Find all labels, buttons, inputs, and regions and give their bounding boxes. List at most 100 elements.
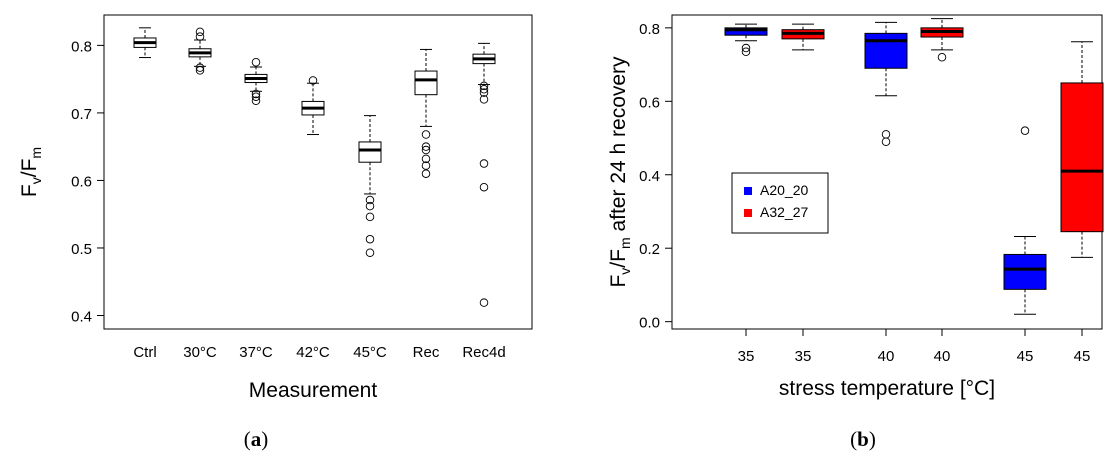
b-ytick-label-1: 0.2	[639, 241, 660, 258]
a-outlier-4-2	[365, 212, 375, 222]
a-ylab-F2: F	[18, 159, 41, 172]
b-box-group-4	[1003, 126, 1047, 315]
a-xtick-label-4: 45°C	[353, 344, 387, 361]
b-outlier-0-1	[741, 47, 751, 56]
b-outlier-2-0	[881, 130, 891, 139]
b-box-group-5	[1060, 41, 1104, 258]
a-outlier-5-3	[421, 154, 431, 164]
b-xtick-label-2: 40	[878, 348, 895, 365]
b-box-2	[864, 32, 908, 69]
a-outlier-2-2	[251, 92, 261, 101]
a-outlier-4-0	[365, 195, 375, 205]
panel-b-label: (b)	[850, 427, 876, 451]
b-xtick-label-5: 45	[1074, 348, 1091, 365]
a-box-group-5	[414, 48, 438, 178]
a-outlier-6-0	[479, 81, 489, 91]
a-ytick-label-1: 0.5	[71, 241, 92, 258]
a-box-group-6	[472, 42, 496, 307]
b-box-group-1	[781, 23, 825, 51]
a-xtick-label-6: Rec4d	[462, 344, 505, 361]
b-xtick-label-0: 35	[738, 348, 755, 365]
a-outlier-5-2	[421, 145, 431, 155]
panel-a-label-letter: a	[251, 427, 262, 451]
a-outlier-2-1	[251, 89, 261, 99]
a-outlier-6-4	[479, 159, 489, 168]
legend-swatch-a20	[744, 187, 752, 195]
a-box-5	[414, 70, 438, 96]
b-box-group-3	[920, 18, 964, 62]
svg-text:Fv/Fm after 24 h recovery: Fv/Fm after 24 h recovery	[607, 56, 633, 288]
b-ylab-F2: F	[607, 249, 630, 262]
panel-b-boxes	[724, 18, 1104, 315]
a-outlier-1-3	[195, 66, 205, 75]
b-box-0	[724, 27, 768, 36]
panel-a-y-axis: 0.4 0.5 0.6 0.7 0.8	[71, 38, 104, 325]
a-box-group-1	[188, 27, 212, 75]
panel-b: 0.0 0.2 0.4 0.6 0.8 35 35 40 40 45 45 A20_20 A32_…	[607, 14, 1104, 451]
b-ylab-F1: F	[607, 275, 630, 288]
a-ytick-label-3: 0.7	[71, 106, 92, 123]
b-ylab-tail: after 24 h recovery	[607, 56, 630, 237]
a-outlier-1-1	[195, 32, 205, 41]
b-box-group-2	[864, 21, 908, 146]
panel-a-y-axis-label: Fv/Fm	[18, 147, 44, 197]
a-box-group-2	[244, 58, 268, 106]
a-ytick-label-2: 0.6	[71, 173, 92, 190]
panel-b-x-axis: 35 35 40 40 45 45	[738, 329, 1091, 365]
panel-b-y-axis: 0.0 0.2 0.4 0.6 0.8	[639, 21, 672, 332]
a-outlier-6-6	[479, 298, 489, 307]
a-xtick-label-3: 42°C	[296, 344, 330, 361]
a-outlier-5-1	[421, 142, 431, 151]
a-xtick-label-1: 30°C	[183, 344, 217, 361]
a-ylab-sub2: m	[28, 147, 44, 159]
a-outlier-3-0	[308, 76, 318, 85]
a-outlier-5-4	[421, 161, 431, 170]
legend-label-a32: A32_27	[760, 204, 808, 220]
b-outlier-2-1	[881, 137, 891, 146]
a-outlier-6-1	[479, 85, 489, 94]
panel-a-x-axis: Ctrl 30°C 37°C 42°C 45°C Rec Rec4d	[133, 344, 505, 361]
panel-b-label-letter: b	[857, 427, 869, 451]
a-xtick-label-0: Ctrl	[133, 344, 156, 361]
b-ytick-label-3: 0.6	[639, 94, 660, 111]
b-outlier-0-0	[741, 43, 751, 53]
b-outlier-4-0	[1020, 126, 1030, 135]
b-xtick-label-3: 40	[934, 348, 951, 365]
a-outlier-6-2	[479, 88, 489, 97]
panel-a-x-axis-label: Measurement	[249, 379, 378, 402]
legend-frame	[731, 172, 829, 234]
a-box-group-4	[358, 115, 382, 257]
a-box-4	[358, 141, 382, 163]
b-ylab-sub1: v	[617, 268, 633, 275]
panel-a-plot-frame	[103, 14, 533, 330]
panel-a-label: (a)	[244, 427, 269, 451]
panel-b-y-axis-label: Fv/Fm after 24 h recovery	[607, 56, 633, 288]
legend-swatch-a32	[744, 209, 752, 217]
a-box-group-0	[133, 27, 157, 59]
a-outlier-4-1	[365, 201, 375, 211]
a-ylab-sub1: v	[28, 177, 44, 184]
panel-a-boxes	[133, 27, 496, 307]
a-ytick-label-4: 0.8	[71, 38, 92, 55]
a-xtick-label-2: 37°C	[239, 344, 273, 361]
b-ytick-label-2: 0.4	[639, 168, 660, 185]
b-outlier-3-0	[937, 52, 947, 62]
a-outlier-5-5	[421, 169, 431, 178]
a-ylab-sep: /	[18, 171, 41, 177]
a-outlier-6-5	[479, 182, 489, 192]
b-box-4	[1003, 253, 1047, 290]
a-ytick-label-0: 0.4	[71, 308, 92, 325]
b-xtick-label-4: 45	[1017, 348, 1034, 365]
a-outlier-1-2	[195, 63, 205, 72]
a-outlier-5-0	[421, 130, 431, 139]
b-box-5	[1060, 82, 1104, 233]
b-ytick-label-4: 0.8	[639, 21, 660, 38]
a-outlier-2-0	[251, 58, 261, 67]
a-outlier-4-3	[365, 234, 375, 244]
panel-a: 0.4 0.5 0.6 0.7 0.8 Ctrl 30°C 37°C 42°C 45°C Rec R…	[18, 14, 533, 451]
a-outlier-6-3	[479, 95, 489, 104]
a-outlier-4-4	[365, 248, 375, 257]
a-outlier-2-3	[251, 96, 261, 106]
a-xtick-label-5: Rec	[413, 344, 440, 361]
